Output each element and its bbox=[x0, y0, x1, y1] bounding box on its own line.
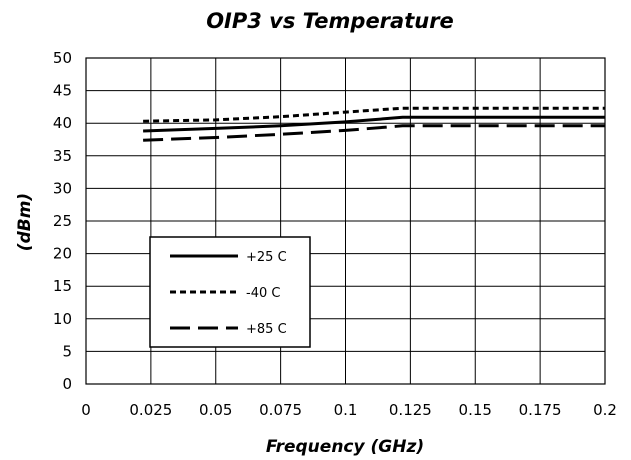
series-line-40c bbox=[143, 106, 605, 123]
series-lines bbox=[143, 106, 605, 142]
x-tick-labels: 0 0.025 0.05 0.075 0.1 0.125 0.15 0.175 0.2 bbox=[81, 401, 617, 419]
series-line-85c bbox=[143, 124, 605, 142]
series-line-25c bbox=[143, 115, 605, 133]
y-tick-label: 30 bbox=[53, 179, 72, 197]
x-tick-label: 0.125 bbox=[389, 401, 432, 419]
y-tick-label: 15 bbox=[53, 277, 72, 295]
y-tick-label: 45 bbox=[53, 82, 72, 100]
x-tick-label: 0.15 bbox=[459, 401, 492, 419]
y-tick-label: 10 bbox=[53, 310, 72, 328]
x-axis-label: Frequency (GHz) bbox=[266, 437, 424, 457]
y-tick-label: 20 bbox=[53, 245, 72, 263]
x-tick-label: 0.025 bbox=[129, 401, 172, 419]
y-tick-label: 35 bbox=[53, 147, 72, 165]
legend-label: +25 C bbox=[246, 250, 287, 265]
y-tick-labels: 0 5 10 15 20 25 30 35 40 45 50 bbox=[53, 49, 72, 393]
chart-title: OIP3 vs Temperature bbox=[206, 9, 454, 33]
plot-frame bbox=[85, 57, 606, 385]
y-tick-label: 5 bbox=[62, 342, 72, 360]
y-axis-label: (dBm) bbox=[15, 193, 35, 251]
y-tick-label: 0 bbox=[62, 375, 72, 393]
x-tick-label: 0 bbox=[81, 401, 91, 419]
x-tick-label: 0.175 bbox=[519, 401, 562, 419]
legend: +25 C -40 C +85 C bbox=[149, 236, 311, 348]
x-tick-label: 0.2 bbox=[593, 401, 617, 419]
x-tick-label: 0.075 bbox=[259, 401, 302, 419]
x-tick-label: 0.1 bbox=[334, 401, 358, 419]
x-tick-label: 0.05 bbox=[199, 401, 232, 419]
y-tick-label: 25 bbox=[53, 212, 72, 230]
legend-label: +85 C bbox=[246, 322, 287, 337]
legend-label: -40 C bbox=[246, 286, 280, 301]
y-tick-label: 50 bbox=[53, 49, 72, 67]
y-tick-label: 40 bbox=[53, 114, 72, 132]
